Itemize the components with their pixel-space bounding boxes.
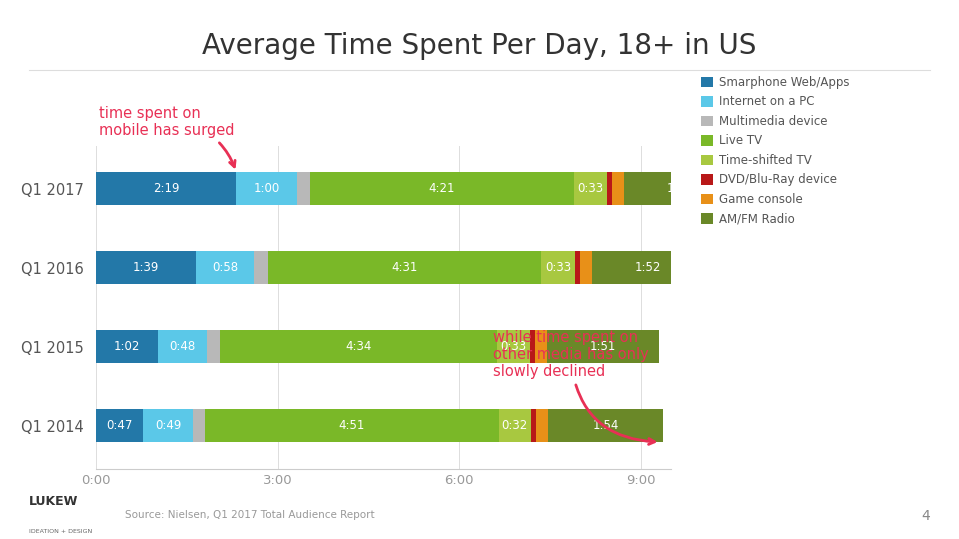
Legend: Smarphone Web/Apps, Internet on a PC, Multimedia device, Live TV, Time-shifted T: Smarphone Web/Apps, Internet on a PC, Mu… — [701, 76, 850, 225]
Bar — [221, 330, 497, 363]
Bar — [579, 251, 592, 285]
Bar — [573, 172, 607, 205]
Bar — [196, 251, 254, 285]
Bar — [268, 251, 541, 285]
Text: 0:49: 0:49 — [155, 419, 181, 432]
Text: 1:52: 1:52 — [635, 261, 662, 274]
Bar — [96, 251, 196, 285]
Text: 0:33: 0:33 — [545, 261, 571, 274]
Text: 0:33: 0:33 — [501, 340, 526, 353]
Bar — [310, 172, 573, 205]
Text: 1:54: 1:54 — [593, 419, 619, 432]
Text: LUKEW: LUKEW — [29, 495, 78, 508]
Bar — [497, 330, 530, 363]
Text: 1:00: 1:00 — [253, 182, 280, 196]
Text: 4:51: 4:51 — [339, 419, 365, 432]
Bar — [205, 409, 499, 442]
Text: while time spent on
other media has only
slowly declined: while time spent on other media has only… — [493, 330, 655, 444]
Bar — [96, 172, 236, 205]
Bar — [158, 330, 207, 363]
Bar — [574, 251, 579, 285]
Bar — [207, 330, 221, 363]
Text: 1:02: 1:02 — [114, 340, 140, 353]
Text: Source: Nielsen, Q1 2017 Total Audience Report: Source: Nielsen, Q1 2017 Total Audience … — [125, 510, 374, 520]
Bar — [96, 409, 143, 442]
Bar — [535, 330, 548, 363]
Bar — [254, 251, 268, 285]
Bar — [592, 251, 705, 285]
Text: 0:47: 0:47 — [106, 419, 132, 432]
Bar — [193, 409, 205, 442]
Text: 1:51: 1:51 — [667, 182, 693, 196]
Bar — [541, 251, 574, 285]
Text: 0:32: 0:32 — [502, 419, 528, 432]
Bar — [624, 172, 737, 205]
Text: 0:58: 0:58 — [212, 261, 238, 274]
Bar — [536, 409, 549, 442]
Bar — [548, 330, 660, 363]
Bar — [531, 409, 536, 442]
Text: 4: 4 — [922, 509, 930, 523]
Text: 1:39: 1:39 — [132, 261, 159, 274]
Text: 0:33: 0:33 — [577, 182, 603, 196]
Text: 4:31: 4:31 — [391, 261, 418, 274]
Bar — [499, 409, 531, 442]
Bar — [296, 172, 310, 205]
Bar — [143, 409, 193, 442]
Text: time spent on
mobile has surged: time spent on mobile has surged — [99, 106, 235, 167]
Bar — [612, 172, 624, 205]
Text: IDEATION + DESIGN: IDEATION + DESIGN — [29, 529, 92, 534]
Text: 0:48: 0:48 — [170, 340, 196, 353]
Bar — [530, 330, 535, 363]
Text: 4:21: 4:21 — [429, 182, 456, 196]
Text: Average Time Spent Per Day, 18+ in US: Average Time Spent Per Day, 18+ in US — [202, 32, 757, 60]
Text: 4:34: 4:34 — [345, 340, 372, 353]
Bar — [607, 172, 612, 205]
Bar — [96, 330, 158, 363]
Bar — [549, 409, 664, 442]
Text: 1:51: 1:51 — [590, 340, 617, 353]
Bar — [236, 172, 296, 205]
Text: 2:19: 2:19 — [152, 182, 179, 196]
